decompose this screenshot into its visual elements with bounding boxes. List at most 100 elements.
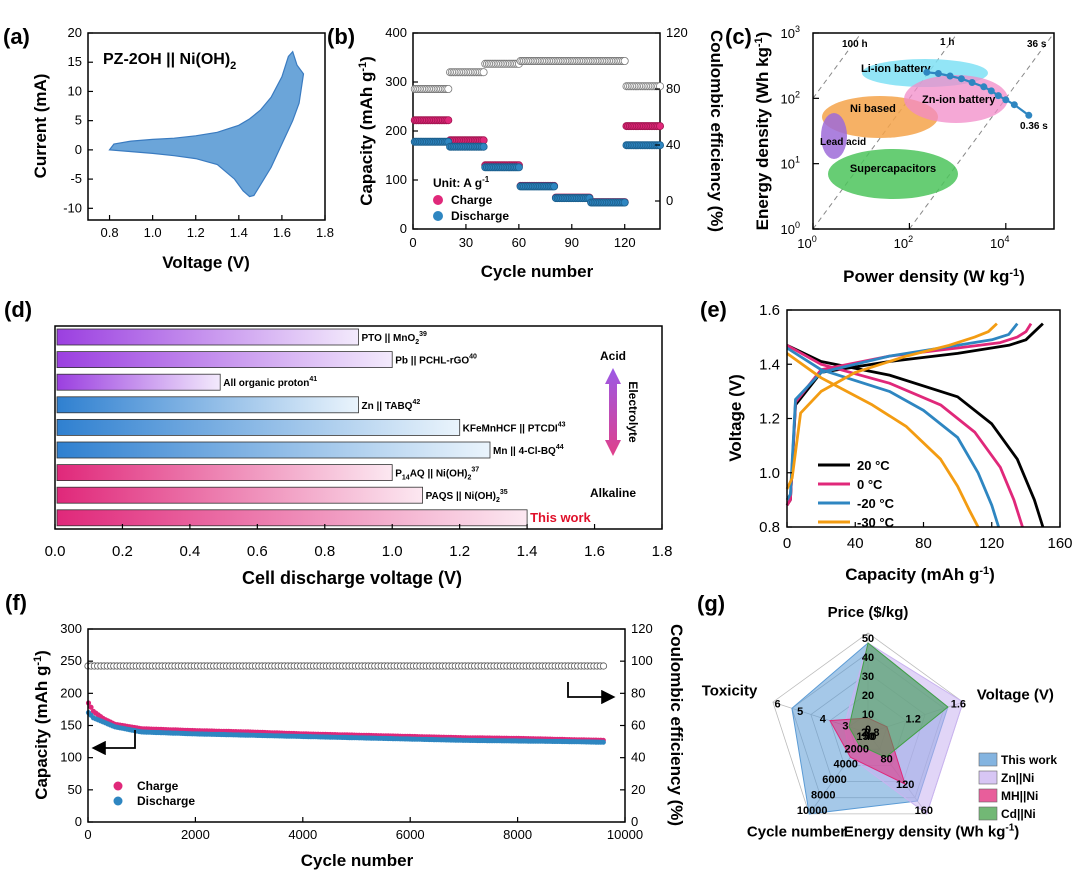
time-line <box>908 32 1055 230</box>
y2-tick-label: 100 <box>631 653 653 668</box>
label-lead-acid: Lead acid <box>820 137 866 148</box>
y-tick-label: 100 <box>781 220 800 237</box>
radar-tick-label: 2000 <box>845 743 869 755</box>
discharge-curve <box>786 344 1024 528</box>
discharge-point <box>550 182 559 191</box>
panel-e-ylabel: Voltage (V) <box>726 374 745 462</box>
y2-tick-label: 20 <box>631 782 645 797</box>
radar-tick-label: 40 <box>862 652 874 664</box>
panel-g-letter: (g) <box>697 591 725 616</box>
y-tick-label: 102 <box>781 89 800 106</box>
bar-label: Mn || 4-Cl-BQ44 <box>493 444 564 457</box>
y-tick-label: 0 <box>75 142 82 157</box>
legend-discharge-marker <box>113 796 123 806</box>
y-tick-label: 250 <box>60 653 82 668</box>
discharge-point <box>600 739 606 745</box>
time-line <box>812 36 860 99</box>
label-electrolyte: Electrolyte <box>626 381 640 443</box>
legend-charge-marker <box>433 195 443 205</box>
this-work-point <box>957 75 965 83</box>
radar-tick-label: 160 <box>915 805 933 817</box>
radar-tick-label: 2 <box>861 727 867 739</box>
this-work-point <box>980 83 988 91</box>
x-tick-label: 102 <box>894 234 913 251</box>
panel-d-letter: (d) <box>4 297 32 322</box>
y2-tick-label: 40 <box>631 750 645 765</box>
bar <box>56 509 528 527</box>
label-zn-ion: Zn-ion battery <box>922 94 996 106</box>
panel-a-title: PZ-2OH || Ni(OH)2 <box>103 51 236 72</box>
bar <box>56 486 424 504</box>
radar-tick-label: 40 <box>864 731 876 743</box>
y-tick-label: 1.4 <box>759 356 780 373</box>
legend-charge-label: Charge <box>137 779 179 793</box>
this-work-point <box>946 72 954 80</box>
discharge-curve <box>786 346 1000 528</box>
y2-tick-label: 40 <box>666 137 680 152</box>
x-tick-label: 0.8 <box>314 543 335 560</box>
panel-b-unit-legend: Unit: A g-1 Charge Discharge <box>433 175 509 223</box>
y-tick-label: 10 <box>68 83 82 98</box>
x-tick-label: 120 <box>979 535 1004 552</box>
panel-c-ylabel: Energy density (Wh kg-1) <box>753 32 772 231</box>
x-tick-label: 1.8 <box>316 225 334 240</box>
ce-point <box>656 82 665 91</box>
radar-tick-label: 10 <box>862 709 874 721</box>
y-tick-label: -5 <box>70 171 82 186</box>
panel-d: (d) PTO || MnO239 Pb || PCHL-rGO40 All org… <box>4 297 672 588</box>
y-tick-label: 150 <box>60 718 82 733</box>
legend-label: Zn||Ni <box>1001 771 1034 785</box>
panel-f-ylabel: Capacity (mAh g-1) <box>32 650 51 800</box>
panel-c-axes-frame <box>812 32 1055 230</box>
y-tick-label: 15 <box>68 54 82 69</box>
bar <box>56 328 359 346</box>
radar-axis-name: Price ($/kg) <box>828 604 909 621</box>
charge-point <box>444 116 453 125</box>
x-tick-label: 4000 <box>288 827 317 842</box>
legend-label: Cd||Ni <box>1001 807 1036 821</box>
y-tick-label: 1.2 <box>759 411 780 428</box>
y-tick-label: 1.6 <box>759 302 780 319</box>
x-tick-label: 2000 <box>181 827 210 842</box>
this-work-point <box>1010 101 1018 109</box>
y-tick-label: 100 <box>385 172 407 187</box>
panel-c-xlabel: Power density (W kg-1) <box>843 267 1025 286</box>
panel-f-xlabel: Cycle number <box>301 851 414 870</box>
y-tick-label: 20 <box>68 25 82 40</box>
panel-b-y2label: Coulombic efficiency (%) <box>707 30 726 232</box>
this-work-point <box>1025 111 1033 119</box>
discharge-point <box>620 198 629 207</box>
y-tick-label: 5 <box>75 113 82 128</box>
y-tick-label: 103 <box>781 24 800 41</box>
label-alkaline: Alkaline <box>590 486 636 500</box>
legend-swatch <box>978 770 998 785</box>
radar-tick-label: 6000 <box>822 774 846 786</box>
this-work-point <box>934 70 942 77</box>
y2-tick-label: 80 <box>631 685 645 700</box>
radar-tick-label: 30 <box>862 671 874 683</box>
x-tick-label: 1.4 <box>230 225 248 240</box>
panel-c: (c) Li-ion battery Zn-ion battery Ni bas… <box>725 24 1055 286</box>
x-tick-label: 1.6 <box>584 543 605 560</box>
panel-a-letter: (a) <box>3 24 30 49</box>
x-tick-label: 160 <box>1047 535 1072 552</box>
bar <box>56 351 393 369</box>
x-tick-label: 0.2 <box>112 543 133 560</box>
panel-a-xlabel: Voltage (V) <box>162 253 250 272</box>
x-tick-label: 80 <box>915 535 932 552</box>
legend-charge-marker <box>113 781 123 791</box>
bar <box>56 373 221 391</box>
panel-b-ylabel: Capacity (mAh g-1) <box>357 56 376 206</box>
bar <box>56 418 461 436</box>
ce-point <box>479 68 488 77</box>
bar-label: P14AQ || Ni(OH)237 <box>395 467 479 482</box>
panel-b-letter: (b) <box>327 24 355 49</box>
radar-tick-label: 10000 <box>797 805 828 817</box>
x-tick-label: 0 <box>84 827 91 842</box>
this-work-point <box>1002 96 1010 104</box>
x-tick-label: 1.2 <box>187 225 205 240</box>
legend-swatch <box>978 788 998 803</box>
charge-curve <box>785 322 1019 501</box>
bar-label: KFeMnHCF || PTCDI43 <box>463 421 566 434</box>
radar-tick-label: 0.8 <box>864 727 879 739</box>
